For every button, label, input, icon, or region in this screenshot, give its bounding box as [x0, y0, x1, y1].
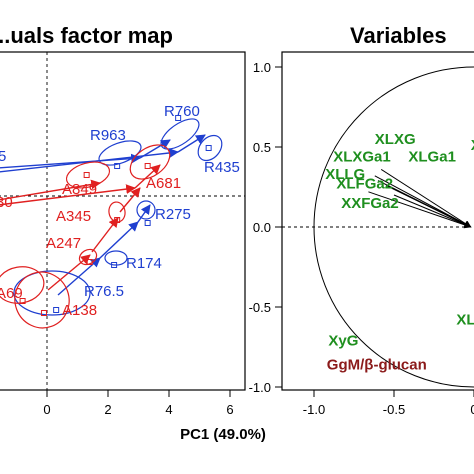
point-label: 5 — [0, 148, 6, 165]
confidence-ellipse — [65, 161, 111, 189]
point-marker — [114, 163, 121, 169]
variable-label: GgM/β-glucan — [327, 356, 427, 373]
right-y-axis: 1.0 0.5 0.0 -0.5 -1.0 — [249, 60, 282, 395]
point-label: R174 — [126, 255, 162, 272]
y-tick-label: 0.0 — [253, 220, 271, 235]
variable-label: XLXGa1 — [333, 148, 391, 165]
point-label: R275 — [155, 206, 191, 223]
point-marker — [86, 259, 93, 265]
variable-arrows — [368, 168, 472, 229]
point-marker — [40, 310, 47, 316]
x-axis-label: PC1 (49.0%) — [180, 426, 266, 443]
left-x-axis: 0 2 4 6 — [43, 390, 234, 417]
variable-label: X — [471, 137, 474, 154]
point-marker — [175, 115, 182, 121]
trajectory-arrow — [139, 139, 171, 159]
variable-label: XLLG — [325, 166, 365, 183]
point-label: R435 — [204, 159, 240, 176]
variable-arrow — [393, 194, 472, 228]
point-marker — [114, 217, 121, 223]
trajectory-arrow — [91, 217, 119, 253]
variable-arrow — [368, 191, 472, 229]
point-marker — [53, 307, 60, 313]
trajectory-arrow — [177, 134, 206, 153]
point-marker — [19, 298, 26, 304]
right-plot-frame — [281, 51, 474, 391]
trajectory-arrow — [0, 148, 179, 173]
y-tick-label: -0.5 — [249, 300, 271, 315]
point-marker — [111, 262, 118, 268]
confidence-ellipse — [13, 270, 91, 316]
left-plot-frame — [0, 51, 246, 391]
point-label: 30 — [0, 194, 13, 211]
point-label: A681 — [146, 175, 181, 192]
point-label: A849 — [62, 181, 97, 198]
x-tick-label: 0 — [470, 402, 474, 417]
confidence-ellipses — [0, 118, 223, 329]
trajectory-arrow — [119, 187, 141, 213]
point-marker — [144, 220, 151, 226]
confidence-ellipse — [0, 266, 45, 304]
variable-label: XLXG — [375, 131, 416, 148]
confidence-ellipse — [108, 201, 126, 223]
left-panel-title: ...uals factor map — [0, 23, 173, 48]
variable-label: XyG — [328, 332, 358, 349]
trajectory-arrow — [137, 204, 151, 223]
x-tick-label: -1.0 — [303, 402, 325, 417]
point-label: A138 — [62, 302, 97, 319]
point-label: R963 — [90, 127, 126, 144]
x-tick-label: 6 — [226, 402, 233, 417]
trajectory-arrow — [0, 179, 101, 201]
confidence-ellipse — [136, 200, 156, 220]
individual-points — [19, 115, 212, 316]
y-tick-label: 1.0 — [253, 60, 271, 75]
confidence-ellipse — [98, 140, 142, 166]
variable-label: XXFGa2 — [341, 195, 399, 212]
trajectory-arrow — [47, 254, 91, 291]
right-panel-title: Variables — [350, 23, 447, 48]
confidence-ellipse — [129, 144, 171, 180]
point-label: R760 — [164, 103, 200, 120]
point-marker — [205, 145, 212, 151]
variable-arrow — [385, 184, 472, 228]
x-tick-label: 2 — [104, 402, 111, 417]
trajectory-arrow — [99, 221, 139, 259]
x-tick-label: 4 — [165, 402, 172, 417]
right-x-axis: -1.0 -0.5 0 — [303, 390, 474, 417]
point-label: A69 — [0, 285, 23, 302]
confidence-ellipse — [14, 271, 70, 329]
trajectory-arrow — [0, 184, 136, 206]
point-marker — [83, 172, 90, 178]
trajectory-arrows — [0, 134, 206, 296]
point-marker — [144, 163, 151, 169]
variable-arrow — [380, 168, 472, 228]
variable-label: XLFGa2 — [336, 176, 393, 193]
trajectory-arrow — [57, 257, 101, 296]
confidence-ellipse — [197, 134, 223, 162]
individuals-factor-map: ...uals factor map R760 R963 R435 5 A849 A681… — [0, 23, 266, 443]
point-label: A345 — [56, 208, 91, 225]
trajectory-arrow — [0, 153, 141, 169]
point-label: R76.5 — [84, 283, 124, 300]
y-tick-label: 0.5 — [253, 140, 271, 155]
confidence-ellipse — [104, 250, 128, 266]
y-tick-label: -1.0 — [249, 380, 271, 395]
trajectory-arrow — [134, 164, 161, 189]
variable-label: XL — [456, 312, 474, 329]
confidence-ellipse — [78, 248, 98, 266]
variable-label: XLGa1 — [408, 148, 456, 165]
point-label: A247 — [46, 235, 81, 252]
individual-labels: R760 R963 R435 5 A849 A681 30 A345 R275 A247 R174R… — [0, 103, 240, 319]
x-tick-label: -0.5 — [383, 402, 405, 417]
x-tick-label: 0 — [43, 402, 50, 417]
confidence-ellipse — [160, 118, 200, 150]
